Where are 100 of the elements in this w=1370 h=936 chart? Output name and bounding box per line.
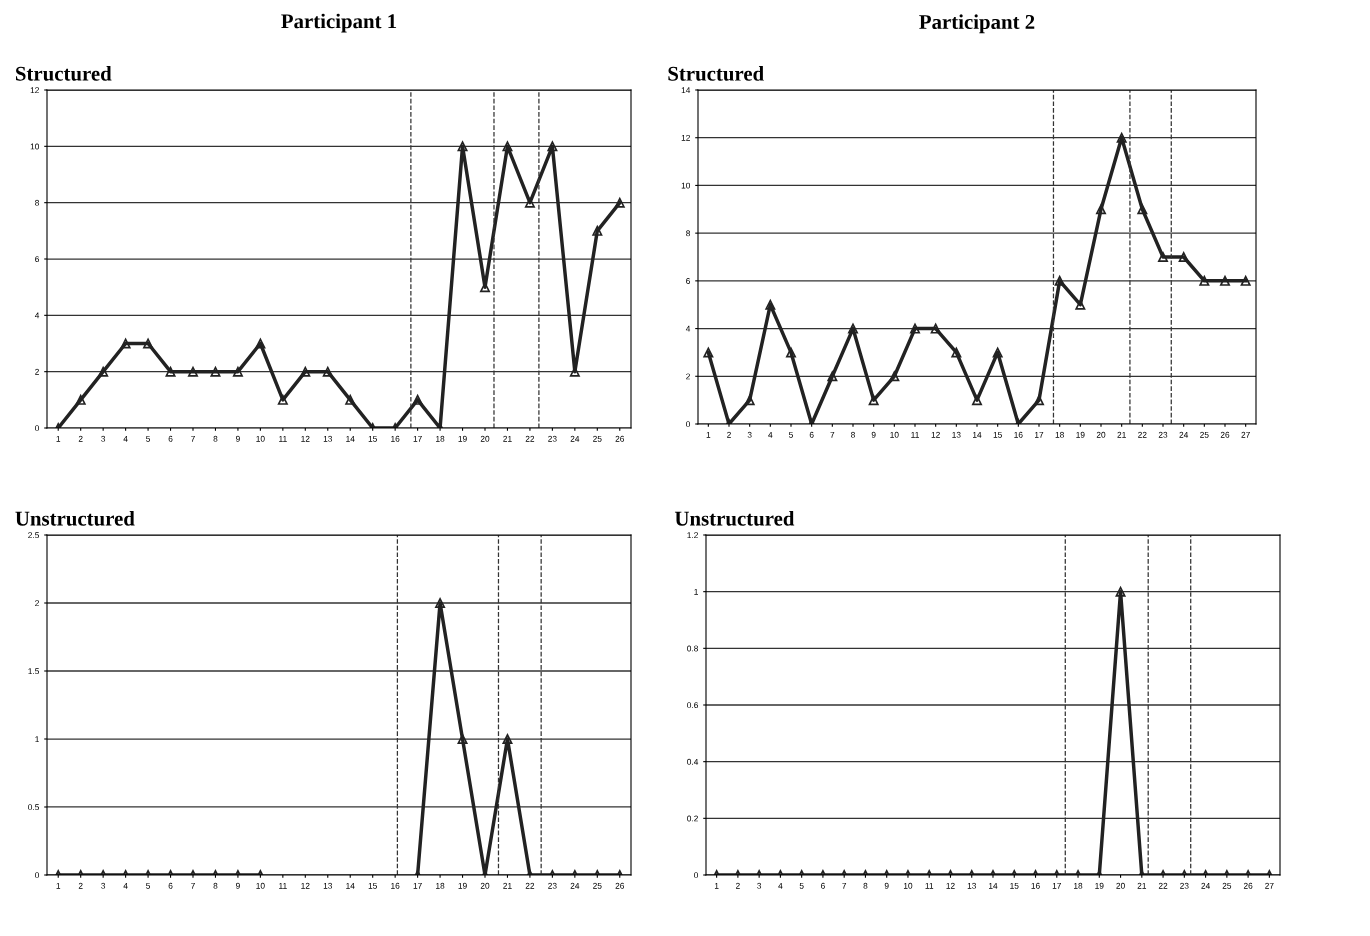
y-tick-label: 4 <box>34 312 40 319</box>
x-tick-label: 2 <box>727 431 731 438</box>
x-tick-label: 10 <box>890 431 899 438</box>
x-tick-label: 8 <box>213 435 218 442</box>
x-tick-label: 12 <box>946 882 955 889</box>
x-tick-label: 6 <box>821 882 825 889</box>
y-tick-label: 12 <box>30 87 39 94</box>
y-tick-label: 1 <box>35 736 39 743</box>
x-tick-label: 22 <box>525 435 535 442</box>
x-tick-label: 5 <box>146 882 151 889</box>
x-tick-label: 8 <box>863 882 868 889</box>
x-tick-label: 23 <box>1158 431 1168 438</box>
y-tick-label: 2.5 <box>28 532 40 539</box>
y-tick-label: 0 <box>694 872 699 879</box>
x-tick-label: 26 <box>1243 882 1253 889</box>
x-tick-label: 17 <box>413 435 422 442</box>
x-tick-label: 14 <box>346 882 355 889</box>
x-tick-label: 15 <box>368 882 377 889</box>
x-tick-label: 24 <box>1201 882 1210 889</box>
x-tick-label: 26 <box>615 882 625 889</box>
y-tick-label: 0.2 <box>687 815 698 822</box>
x-tick-label: 21 <box>503 882 512 889</box>
x-tick-label: 4 <box>768 431 773 438</box>
x-tick-label: 5 <box>146 435 151 442</box>
x-tick-label: 18 <box>1055 431 1064 438</box>
x-tick-label: 9 <box>236 882 240 889</box>
chart-subtitle: Unstructured <box>674 511 795 526</box>
y-tick-label: 0.6 <box>687 702 698 709</box>
x-tick-label: 1 <box>56 435 61 442</box>
x-tick-label: 13 <box>952 431 961 438</box>
x-tick-label: 20 <box>1116 882 1125 889</box>
x-tick-label: 19 <box>1095 882 1104 889</box>
y-tick-label: 1 <box>694 588 698 595</box>
chart-title: Participant 1 <box>281 13 397 33</box>
x-tick-label: 4 <box>778 882 783 889</box>
x-tick-label: 2 <box>78 435 83 442</box>
y-tick-label: 1.2 <box>687 532 698 539</box>
x-tick-label: 26 <box>1220 431 1230 438</box>
x-tick-label: 25 <box>1222 882 1232 889</box>
x-tick-label: 23 <box>1180 882 1189 889</box>
y-tick-label: 6 <box>686 278 690 284</box>
x-tick-label: 20 <box>480 435 490 442</box>
x-tick-label: 20 <box>480 882 490 889</box>
x-tick-label: 7 <box>842 882 847 889</box>
x-tick-label: 8 <box>851 431 855 438</box>
y-tick-label: 4 <box>685 325 691 332</box>
chart-subtitle: Structured <box>668 66 764 81</box>
x-tick-label: 24 <box>1179 431 1189 438</box>
x-tick-label: 10 <box>903 882 913 889</box>
x-tick-label: 20 <box>1096 431 1106 438</box>
x-tick-label: 12 <box>931 431 940 438</box>
x-tick-label: 17 <box>413 882 422 889</box>
y-tick-label: 0 <box>35 425 40 432</box>
y-tick-label: 14 <box>681 87 691 94</box>
x-tick-label: 19 <box>458 435 467 442</box>
x-tick-label: 8 <box>213 882 218 889</box>
chart-subtitle: Unstructured <box>15 511 135 526</box>
x-tick-label: 22 <box>1138 431 1147 438</box>
x-tick-label: 5 <box>789 431 793 438</box>
x-tick-label: 11 <box>925 882 934 889</box>
x-tick-label: 14 <box>346 435 355 442</box>
y-tick-label: 2 <box>35 600 39 607</box>
x-tick-label: 18 <box>436 882 445 889</box>
y-tick-label: 1.5 <box>28 668 40 675</box>
x-tick-label: 1 <box>706 431 711 438</box>
x-tick-label: 21 <box>1137 882 1147 889</box>
x-tick-label: 13 <box>323 435 333 442</box>
chart-title: Participant 2 <box>919 14 1035 34</box>
x-tick-label: 27 <box>1265 882 1274 889</box>
x-tick-label: 19 <box>458 882 467 889</box>
x-tick-label: 14 <box>989 882 998 889</box>
x-tick-label: 25 <box>1200 431 1209 438</box>
x-tick-label: 7 <box>191 435 195 442</box>
chart-subtitle: Structured <box>15 66 112 81</box>
x-tick-label: 14 <box>973 431 982 438</box>
x-tick-label: 19 <box>1076 431 1085 438</box>
x-tick-label: 6 <box>809 431 814 438</box>
x-tick-label: 11 <box>279 435 287 442</box>
x-tick-label: 16 <box>1014 431 1023 438</box>
x-tick-label: 15 <box>993 431 1002 438</box>
x-tick-label: 18 <box>1074 882 1083 889</box>
y-tick-label: 2 <box>686 373 690 380</box>
y-tick-label: 6 <box>35 256 39 263</box>
x-tick-label: 5 <box>799 882 804 889</box>
x-tick-label: 3 <box>747 431 752 438</box>
x-tick-label: 10 <box>256 882 265 889</box>
x-tick-label: 26 <box>615 435 625 442</box>
x-tick-label: 23 <box>548 882 557 889</box>
x-tick-label: 9 <box>236 435 240 442</box>
x-tick-label: 12 <box>301 882 310 889</box>
x-tick-label: 23 <box>548 435 557 442</box>
x-tick-label: 9 <box>884 882 889 889</box>
x-tick-label: 2 <box>735 882 740 889</box>
x-tick-label: 7 <box>191 882 195 889</box>
x-tick-label: 11 <box>911 431 919 438</box>
y-tick-label: 0.5 <box>28 804 40 811</box>
x-tick-label: 16 <box>391 882 400 889</box>
x-tick-label: 6 <box>168 882 173 889</box>
y-tick-label: 12 <box>681 134 690 141</box>
x-tick-label: 13 <box>967 882 977 889</box>
